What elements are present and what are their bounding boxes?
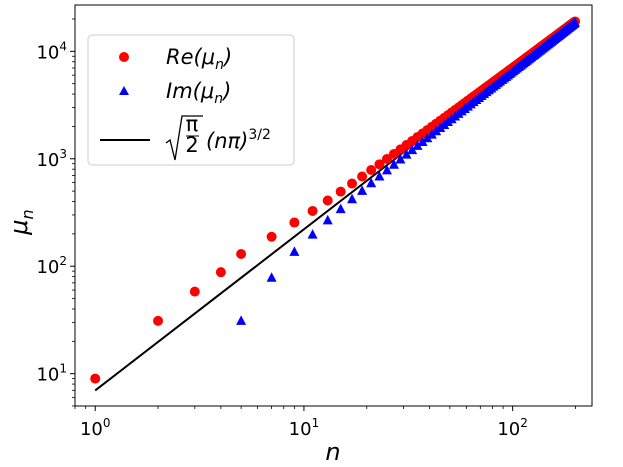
re-point xyxy=(357,171,368,182)
legend-label-im: Im(μn) xyxy=(166,79,231,107)
im-point xyxy=(266,272,277,282)
legend-sqrt-sign xyxy=(165,115,203,161)
re-point xyxy=(335,186,346,197)
re-point xyxy=(189,286,200,297)
im-point xyxy=(570,17,581,27)
im-point xyxy=(422,132,433,143)
im-point xyxy=(322,214,333,225)
legend-frac-num: π xyxy=(186,112,199,136)
re-point xyxy=(366,165,377,176)
im-point xyxy=(335,203,346,214)
im-point xyxy=(417,136,428,146)
y-axis-label: μn xyxy=(5,209,37,235)
legend-box xyxy=(87,34,295,166)
y-tick-label: 101 xyxy=(36,362,67,386)
y-tick-label: 103 xyxy=(36,147,67,171)
im-point xyxy=(388,159,399,169)
im-point xyxy=(236,315,247,325)
im-point xyxy=(401,149,412,159)
im-point xyxy=(357,185,368,195)
x-tick-label: 102 xyxy=(497,416,528,440)
x-tick-label: 101 xyxy=(289,416,320,440)
axis-ticks: 100 101 102 101 102 103 104 xyxy=(36,18,576,440)
im-point xyxy=(407,144,418,155)
plot-marks xyxy=(90,16,581,392)
re-point xyxy=(90,373,101,384)
im-point xyxy=(381,164,392,175)
im-point xyxy=(374,171,385,181)
im-point xyxy=(412,140,423,150)
re-point xyxy=(381,153,392,164)
re-point xyxy=(347,178,358,189)
re-point xyxy=(266,231,277,242)
legend-fit-text: (nπ)3/2 xyxy=(206,127,271,153)
legend: Re(μn) Im(μn) π 2 (nπ)3/2 xyxy=(87,34,295,166)
im-point xyxy=(289,246,300,256)
im-point xyxy=(395,153,406,164)
y-axis-label-sub: n xyxy=(18,209,37,219)
plot-frame xyxy=(74,4,593,407)
im-point xyxy=(307,229,318,239)
im-point xyxy=(347,193,358,204)
x-axis-label: n xyxy=(325,438,340,466)
im-point xyxy=(366,177,377,188)
im-point xyxy=(426,129,437,139)
y-tick-label: 102 xyxy=(36,254,67,278)
re-point xyxy=(215,267,226,278)
legend-frac-den: 2 xyxy=(185,133,198,157)
y-tick-label: 104 xyxy=(36,39,67,63)
re-point xyxy=(374,159,385,170)
legend-marker-im xyxy=(119,86,129,95)
legend-label-re: Re(μn) xyxy=(166,45,232,73)
y-axis-label-main: μ xyxy=(5,219,33,235)
legend-label-fit: π 2 (nπ)3/2 xyxy=(165,112,271,161)
re-point xyxy=(236,248,247,259)
re-point xyxy=(322,195,333,206)
re-point xyxy=(289,217,300,228)
x-tick-label: 100 xyxy=(80,416,111,440)
re-point xyxy=(307,205,318,216)
legend-marker-re xyxy=(119,52,129,62)
re-point xyxy=(153,315,164,326)
